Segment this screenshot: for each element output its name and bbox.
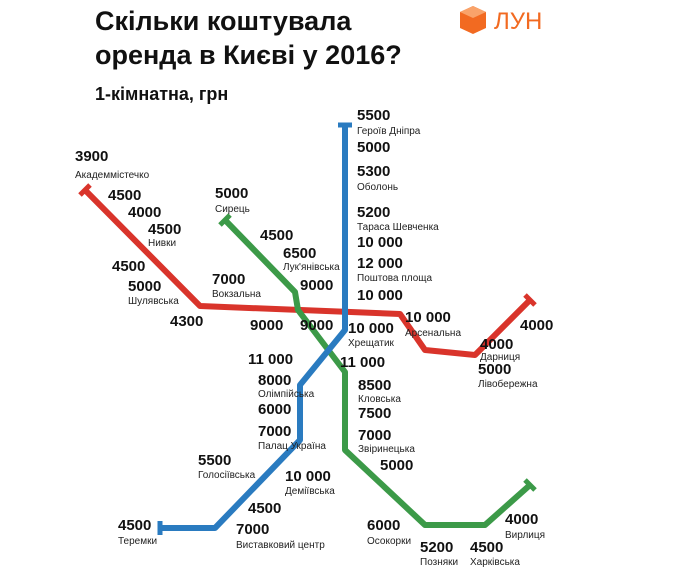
- station-price: 4500: [118, 517, 151, 534]
- station-price: 4300: [170, 313, 203, 330]
- station-name: Позняки: [420, 557, 458, 568]
- station-price: 4500: [108, 187, 141, 204]
- station-price: 4500: [112, 258, 145, 275]
- station-price: 8500: [358, 377, 391, 394]
- station-name: Академмістечко: [75, 170, 150, 181]
- logo-icon: [460, 6, 486, 34]
- station-price: 6500: [283, 245, 316, 262]
- station-price: 5500: [357, 107, 390, 124]
- station-price: 10 000: [348, 320, 394, 337]
- station-price: 5200: [357, 204, 390, 221]
- station-price: 7000: [258, 423, 291, 440]
- station-name: Дарниця: [480, 352, 520, 363]
- station-name: Палац Україна: [258, 441, 326, 452]
- logo-text: ЛУН: [494, 8, 542, 35]
- station-price: 4500: [248, 500, 281, 517]
- line-end: [78, 183, 92, 197]
- station-price: 5000: [478, 361, 511, 378]
- station-price: 4000: [505, 511, 538, 528]
- title-line: Скільки коштувала: [95, 6, 352, 36]
- station-name: Деміївська: [285, 486, 335, 497]
- line-end: [218, 213, 232, 227]
- station-price: 5000: [380, 457, 413, 474]
- station-price: 4500: [470, 539, 503, 556]
- station-name: Лівобережна: [478, 378, 538, 390]
- station-price: 4000: [480, 336, 513, 353]
- station-name: Кловська: [358, 394, 401, 405]
- station-price: 7500: [358, 405, 391, 422]
- subtitle: 1-кімнатна, грн: [95, 84, 228, 104]
- station-price: 4000: [128, 204, 161, 221]
- station-price: 6000: [367, 517, 400, 534]
- station-name: Шулявська: [128, 296, 179, 307]
- station-price: 10 000: [357, 234, 403, 251]
- station-name: Голосіївська: [198, 470, 256, 481]
- station-price: 3900: [75, 148, 108, 165]
- station-price: 10 000: [285, 468, 331, 485]
- station-price: 4500: [148, 221, 181, 238]
- station-name: Вокзальна: [212, 289, 261, 300]
- station-name: Лук'янівська: [283, 262, 340, 273]
- station-name: Харківська: [470, 557, 520, 568]
- station-name: Олімпійська: [258, 389, 315, 400]
- station-price: 5300: [357, 163, 390, 180]
- station-name: Нивки: [148, 238, 176, 249]
- station-price: 7000: [236, 521, 269, 538]
- station-price: 7000: [358, 427, 391, 444]
- station-price: 9000: [300, 277, 333, 294]
- station-name: Звіринецька: [358, 444, 415, 455]
- station-price: 6000: [258, 401, 291, 418]
- station-price: 10 000: [405, 309, 451, 326]
- station-name: Поштова площа: [357, 273, 432, 284]
- station-price: 5200: [420, 539, 453, 556]
- station-price: 11 000: [248, 351, 293, 368]
- station-name: Вирлиця: [505, 530, 545, 541]
- station-name: Осокорки: [367, 536, 411, 547]
- station-price: 5000: [357, 139, 390, 156]
- line-end: [523, 478, 537, 492]
- station-price: 12 000: [357, 255, 403, 272]
- station-name: Виставковий центр: [236, 540, 325, 551]
- station-price: 9000: [250, 317, 283, 334]
- station-price: 5000: [215, 185, 248, 202]
- station-name: Теремки: [118, 536, 157, 547]
- station-price: 9000: [300, 317, 333, 334]
- metro-line: [82, 187, 533, 358]
- station-price: 4000: [520, 317, 553, 334]
- station-name: Арсенальна: [405, 328, 461, 339]
- station-price: 4500: [260, 227, 293, 244]
- metro-line: [160, 125, 348, 531]
- station-name: Тараса Шевченка: [357, 222, 439, 233]
- station-price: 11 000: [340, 354, 385, 371]
- station-name: Сирець: [215, 204, 250, 215]
- station-name: Оболонь: [357, 181, 398, 193]
- line-end: [523, 293, 537, 307]
- station-price: 7000: [212, 271, 245, 288]
- title-line: оренда в Києві у 2016?: [95, 40, 402, 70]
- station-price: 10 000: [357, 287, 403, 304]
- station-name: Хрещатик: [348, 338, 395, 349]
- station-price: 8000: [258, 372, 291, 389]
- station-price: 5500: [198, 452, 231, 469]
- station-price: 5000: [128, 278, 161, 295]
- station-name: Героїв Дніпра: [357, 126, 421, 137]
- metro-line: [222, 217, 532, 528]
